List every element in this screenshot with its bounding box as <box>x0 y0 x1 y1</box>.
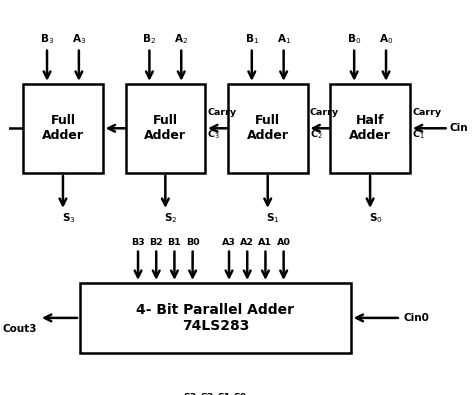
Text: Cin: Cin <box>450 123 469 133</box>
Text: B$_2$: B$_2$ <box>143 32 156 46</box>
Text: Half
Adder: Half Adder <box>349 114 391 142</box>
Text: Carry: Carry <box>208 108 237 117</box>
Text: Full
Adder: Full Adder <box>144 114 186 142</box>
Text: A2: A2 <box>240 238 254 247</box>
Bar <box>126 84 205 173</box>
Text: S$_0$: S$_0$ <box>369 211 383 225</box>
Text: Cout3: Cout3 <box>2 324 37 334</box>
Text: A$_0$: A$_0$ <box>379 32 393 46</box>
Text: Carry: Carry <box>310 108 339 117</box>
Text: C$_2$: C$_2$ <box>310 128 322 141</box>
Text: B0: B0 <box>186 238 200 247</box>
Text: 4- Bit Parallel Adder
74LS283: 4- Bit Parallel Adder 74LS283 <box>137 303 294 333</box>
Text: S$_2$: S$_2$ <box>164 211 177 225</box>
Text: Full
Adder: Full Adder <box>42 114 84 142</box>
Text: A$_1$: A$_1$ <box>277 32 291 46</box>
Text: B1: B1 <box>167 238 182 247</box>
Bar <box>23 84 103 173</box>
Text: B$_0$: B$_0$ <box>347 32 361 46</box>
Text: A3: A3 <box>222 238 236 247</box>
Text: A0: A0 <box>277 238 291 247</box>
Text: B$_1$: B$_1$ <box>245 32 259 46</box>
Text: S1: S1 <box>217 393 230 395</box>
Text: B2: B2 <box>149 238 163 247</box>
Text: Carry: Carry <box>412 108 441 117</box>
Text: S3: S3 <box>184 393 197 395</box>
Text: B3: B3 <box>131 238 145 247</box>
Text: S$_3$: S$_3$ <box>62 211 75 225</box>
Text: S$_1$: S$_1$ <box>266 211 280 225</box>
Bar <box>228 84 308 173</box>
Bar <box>80 283 351 353</box>
Text: Cin0: Cin0 <box>403 313 429 323</box>
Text: S2: S2 <box>201 393 214 395</box>
Text: Full
Adder: Full Adder <box>246 114 289 142</box>
Text: B$_3$: B$_3$ <box>40 32 54 46</box>
Text: A1: A1 <box>258 238 273 247</box>
Text: C$_3$: C$_3$ <box>208 128 220 141</box>
Text: A$_2$: A$_2$ <box>174 32 188 46</box>
Text: S0: S0 <box>234 393 247 395</box>
Bar <box>330 84 410 173</box>
Text: A$_3$: A$_3$ <box>72 32 86 46</box>
Text: C$_1$: C$_1$ <box>412 128 425 141</box>
